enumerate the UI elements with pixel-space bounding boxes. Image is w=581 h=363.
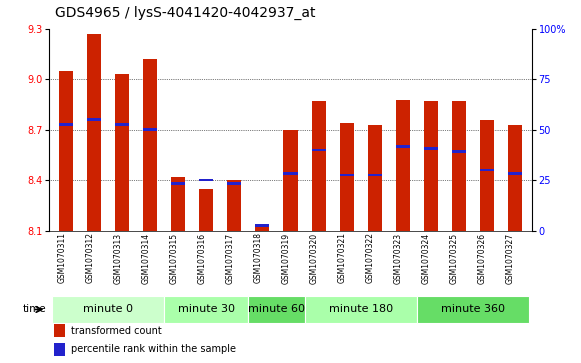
Text: minute 360: minute 360 [441,305,505,314]
Bar [52,296,164,323]
Text: minute 60: minute 60 [248,305,305,314]
Bar [256,227,270,231]
Text: GSM1070315: GSM1070315 [169,232,178,284]
Text: GSM1070313: GSM1070313 [113,232,122,284]
Text: GDS4965 / lysS-4041420-4042937_at: GDS4965 / lysS-4041420-4042937_at [55,6,315,20]
Bar [87,118,101,121]
Text: transformed count: transformed count [71,326,162,335]
Bar [115,74,130,231]
Bar [59,123,73,126]
Bar [396,145,410,148]
Text: GSM1070316: GSM1070316 [198,232,206,284]
Text: GSM1070324: GSM1070324 [422,232,431,284]
Bar [171,177,185,231]
Bar [171,182,185,185]
Bar [144,129,157,131]
Text: minute 30: minute 30 [178,305,235,314]
Bar [311,101,325,231]
Bar [284,172,297,175]
Bar [227,180,242,231]
Text: GSM1070314: GSM1070314 [141,232,150,284]
Bar [451,101,466,231]
Bar [144,59,157,231]
Text: GSM1070322: GSM1070322 [365,232,375,284]
Text: GSM1070321: GSM1070321 [338,232,347,284]
Bar [368,125,382,231]
Bar [199,188,213,231]
Bar [256,224,270,227]
Text: percentile rank within the sample: percentile rank within the sample [71,344,236,354]
Text: GSM1070327: GSM1070327 [506,232,515,284]
Bar [508,172,522,175]
Bar [249,296,304,323]
Bar [54,343,65,356]
Text: GSM1070312: GSM1070312 [85,232,94,284]
Text: GSM1070311: GSM1070311 [57,232,66,284]
Bar [284,130,297,231]
Bar [304,296,417,323]
Bar [227,182,242,185]
Bar [417,296,529,323]
Text: GSM1070323: GSM1070323 [394,232,403,284]
Bar [508,125,522,231]
Bar [339,123,354,231]
Bar [115,123,130,126]
Bar [87,34,101,231]
Text: GSM1070319: GSM1070319 [282,232,290,284]
Bar [451,150,466,153]
Bar [164,296,249,323]
Text: time: time [23,305,46,314]
Text: GSM1070326: GSM1070326 [478,232,487,284]
Bar [424,147,437,150]
Bar [480,120,494,231]
Text: GSM1070317: GSM1070317 [225,232,234,284]
Bar [396,99,410,231]
Bar [424,101,437,231]
Bar [59,71,73,231]
Text: GSM1070320: GSM1070320 [310,232,318,284]
Bar [368,174,382,176]
Text: minute 180: minute 180 [328,305,393,314]
Text: minute 0: minute 0 [83,305,133,314]
Text: GSM1070325: GSM1070325 [450,232,459,284]
Bar [339,174,354,176]
Bar [54,324,65,337]
Bar [480,169,494,171]
Bar [199,179,213,182]
Text: GSM1070318: GSM1070318 [253,232,263,284]
Bar [311,148,325,151]
